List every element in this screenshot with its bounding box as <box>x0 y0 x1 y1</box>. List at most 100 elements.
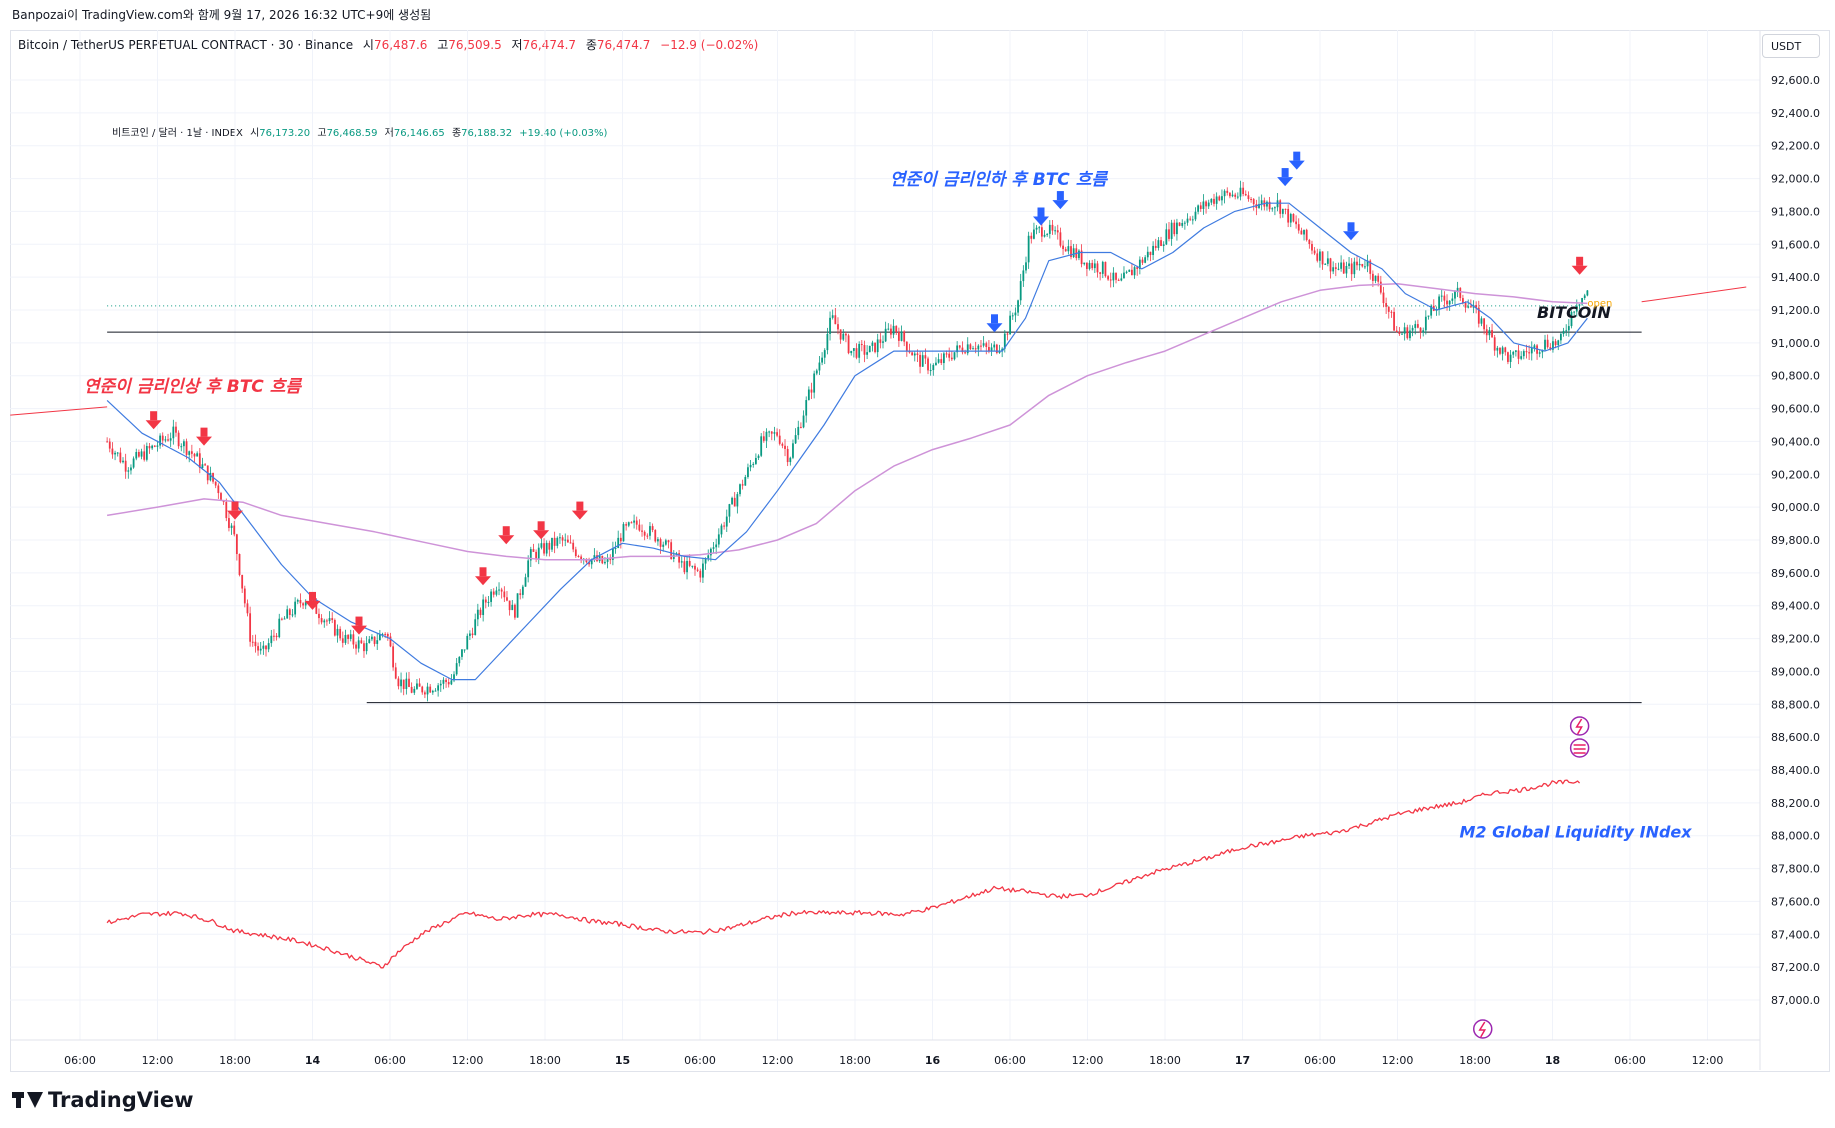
candle-body <box>286 609 289 619</box>
overlay-symbol-legend[interactable]: 비트코인 / 달러 · 1날 · INDEX 시76,173.20 고76,46… <box>112 128 608 139</box>
candle-body <box>1334 267 1337 270</box>
candle-body <box>961 347 964 353</box>
candle-body <box>1138 259 1141 269</box>
candle-body <box>265 645 267 650</box>
candle-body <box>484 599 487 603</box>
candle-body <box>1027 235 1030 263</box>
candle-body <box>845 333 847 336</box>
candle-body <box>1374 275 1377 281</box>
candle-body <box>138 451 140 457</box>
candle-body <box>1369 260 1372 274</box>
candle-body <box>852 348 855 351</box>
buy-signal-arrow <box>1288 151 1305 170</box>
candle-body <box>1417 324 1419 328</box>
candle-body <box>680 561 683 563</box>
candle-body <box>238 554 241 575</box>
candle-body <box>119 452 122 463</box>
candle-body <box>490 591 492 602</box>
brand-name: TradingView <box>48 1088 194 1112</box>
candle-body <box>439 683 442 686</box>
tradingview-logo: TradingView <box>12 1088 193 1112</box>
candle-body <box>868 345 871 353</box>
candle-body <box>683 561 686 573</box>
candle-body <box>1186 218 1189 223</box>
candle-body <box>789 457 792 463</box>
candle-body <box>551 537 553 550</box>
candle-body <box>167 439 169 441</box>
x-tick-label: 06:00 <box>64 1054 96 1067</box>
overlay-low-value: 76,146.65 <box>393 128 445 139</box>
candle-body <box>506 597 508 601</box>
candle-body <box>1303 229 1305 235</box>
x-tick-label: 12:00 <box>1382 1054 1414 1067</box>
candle-body <box>1064 249 1067 252</box>
candle-body <box>773 432 776 434</box>
main-symbol-legend[interactable]: Bitcoin / TetherUS PERPETUAL CONTRACT · … <box>18 38 759 52</box>
candle-body <box>768 431 771 433</box>
y-tick-label: 88,200.0 <box>1771 797 1820 810</box>
candle-body <box>1030 235 1033 239</box>
candle-body <box>800 426 802 428</box>
candle-body <box>1411 327 1414 331</box>
candle-body <box>233 525 236 535</box>
chart-frame <box>10 30 1830 1072</box>
candle-body <box>423 692 426 695</box>
candle-body <box>434 690 437 692</box>
candle-body <box>545 542 548 554</box>
candle-body <box>1003 333 1006 349</box>
candle-body <box>1366 260 1369 267</box>
candle-body <box>262 645 265 649</box>
candle-body <box>1567 326 1570 331</box>
candle-body <box>1427 315 1430 317</box>
candle-body <box>834 315 837 325</box>
candle-body <box>1581 298 1583 305</box>
y-tick-label: 92,000.0 <box>1771 173 1820 186</box>
candle-body <box>1014 312 1017 316</box>
candle-body <box>1168 229 1170 239</box>
y-tick-label: 87,400.0 <box>1771 928 1820 941</box>
candle-body <box>471 633 474 636</box>
candle-body <box>130 467 132 471</box>
candle-body <box>1221 196 1223 201</box>
candle-body <box>127 470 130 472</box>
candle-body <box>903 331 906 342</box>
candle-body <box>1274 207 1276 209</box>
candle-body <box>950 357 953 360</box>
candle-body <box>479 609 482 616</box>
candle-body <box>826 333 829 351</box>
candle-body <box>291 614 294 616</box>
candle-body <box>283 618 286 620</box>
candle-body <box>1160 240 1162 246</box>
candle-body <box>974 348 977 350</box>
candle-body <box>731 497 733 505</box>
candle-body <box>905 341 908 351</box>
candle-body <box>209 472 212 481</box>
candle-body <box>519 593 522 595</box>
candle-body <box>733 497 736 507</box>
candle-body <box>148 446 151 449</box>
sell-signal-arrow <box>1571 256 1588 275</box>
candle-body <box>1557 340 1560 346</box>
candle-body <box>1289 214 1292 223</box>
candle-body <box>1419 327 1422 333</box>
candle-body <box>228 518 230 528</box>
y-tick-label: 88,400.0 <box>1771 764 1820 777</box>
y-tick-label: 89,800.0 <box>1771 534 1820 547</box>
candle-body <box>426 686 429 695</box>
tradingview-logo-icon <box>12 1090 43 1110</box>
candle-body <box>1538 352 1541 354</box>
currency-selector[interactable]: USDT <box>1762 34 1820 58</box>
candle-body <box>275 635 278 638</box>
candle-body <box>1390 311 1393 313</box>
candle-body <box>649 526 651 536</box>
candle-body <box>707 555 710 559</box>
candle-body <box>932 365 935 371</box>
candle-body <box>267 643 270 650</box>
candle-body <box>1337 268 1340 270</box>
candle-body <box>1398 332 1401 335</box>
candle-body <box>1311 244 1313 251</box>
y-tick-label: 91,800.0 <box>1771 205 1820 218</box>
candle-body <box>654 530 657 542</box>
candle-body <box>754 457 757 464</box>
